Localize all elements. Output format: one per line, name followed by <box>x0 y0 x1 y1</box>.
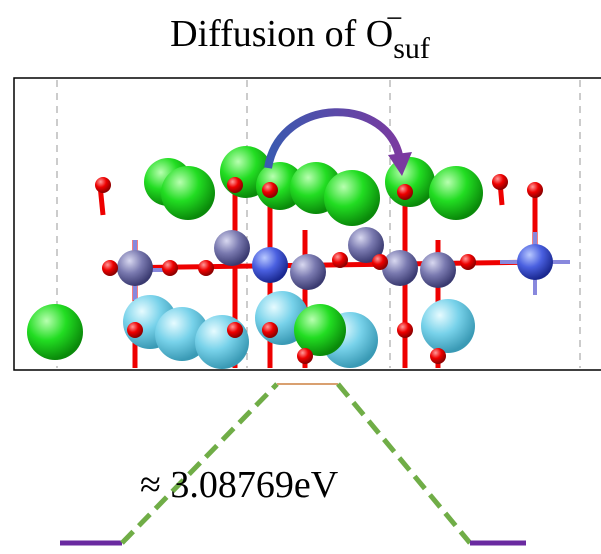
energy-diagram: ≈ 3.08769eV <box>60 384 526 543</box>
title-main: Diffusion of O <box>170 13 393 55</box>
title: Diffusion of Osuf− <box>170 2 430 65</box>
title-superscript: − <box>386 2 403 35</box>
title-subscript: suf <box>393 32 430 65</box>
page: {"title": {"main": "Diffusion of O", "su… <box>0 0 601 549</box>
structure-panel <box>14 78 601 370</box>
figure: Diffusion of Osuf− <box>0 0 601 549</box>
energy-label: ≈ 3.08769eV <box>140 464 339 506</box>
